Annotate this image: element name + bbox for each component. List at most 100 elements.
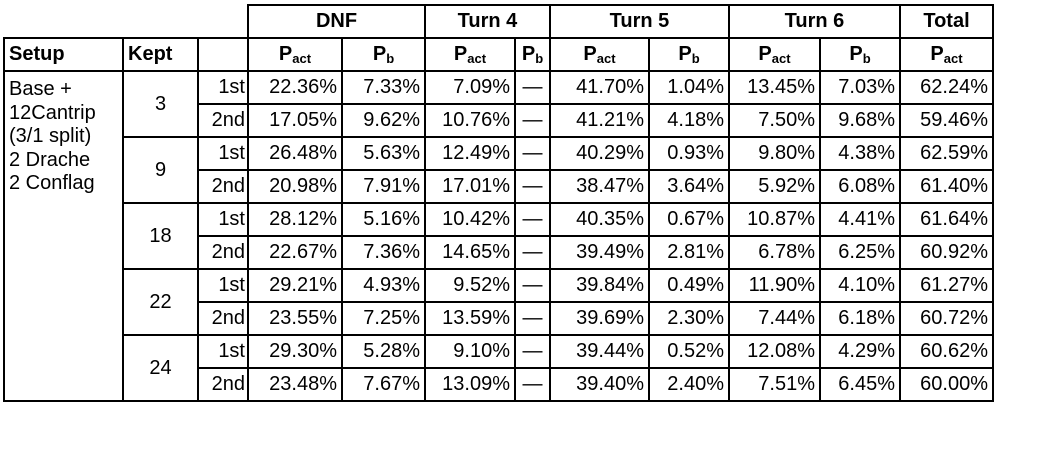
cell-t6-pb: 4.41% — [819, 202, 901, 237]
cell-t4-pb: — — [514, 70, 551, 105]
table-row: 2nd 20.98% 7.91% 17.01% —38.47% 3.64% 5.92% 6.0… — [4, 169, 994, 204]
cell-t6-pb: 6.08% — [819, 169, 901, 204]
column-header-row: Setup Kept Pact Pb Pact Pb Pact Pb Pact … — [3, 37, 994, 72]
cell-t4-pact: 10.76% — [424, 103, 516, 138]
cell-t5-pact: 39.44% — [549, 334, 650, 369]
cell-dnf-pact: 22.67% — [247, 235, 343, 270]
cell-order: 2nd — [197, 169, 249, 204]
cell-dnf-pb: 5.63% — [341, 136, 426, 171]
setup-line: 2 Conflag — [9, 172, 95, 194]
cell-t4-pb: — — [514, 268, 551, 303]
cell-total-pact: 60.62% — [899, 334, 994, 369]
group-header-dnf: DNF — [247, 4, 426, 39]
cell-total-pact: 61.64% — [899, 202, 994, 237]
cell-t4-pb: — — [514, 334, 551, 369]
table-row: 2nd 23.55% 7.25% 13.59% —39.69% 2.30% 7.44% 6.1… — [4, 301, 994, 336]
cell-t6-pb: 4.10% — [819, 268, 901, 303]
cell-t5-pact: 39.69% — [549, 301, 650, 336]
column-header-t4-pb: Pb — [514, 37, 551, 72]
cell-t4-pact: 14.65% — [424, 235, 516, 270]
cell-t4-pact: 9.10% — [424, 334, 516, 369]
group-header-total: Total — [899, 4, 994, 39]
cell-dnf-pact: 26.48% — [247, 136, 343, 171]
cell-t6-pb: 7.03% — [819, 70, 901, 105]
cell-t6-pact: 7.50% — [728, 103, 821, 138]
cell-dnf-pact: 28.12% — [247, 202, 343, 237]
cell-t5-pact: 41.70% — [549, 70, 650, 105]
cell-t6-pb: 9.68% — [819, 103, 901, 138]
cell-t4-pact: 12.49% — [424, 136, 516, 171]
cell-t4-pact: 13.09% — [424, 367, 516, 402]
cell-t4-pact: 10.42% — [424, 202, 516, 237]
table-row: 2nd 23.48% 7.67% 13.09% —39.40% 2.40% 7.51% 6.4… — [4, 367, 994, 402]
cell-total-pact: 61.27% — [899, 268, 994, 303]
cell-dnf-pact: 22.36% — [247, 70, 343, 105]
cell-order: 1st — [197, 268, 249, 303]
cell-t5-pb: 2.81% — [648, 235, 730, 270]
cell-t6-pb: 6.25% — [819, 235, 901, 270]
results-table: DNF Turn 4 Turn 5 Turn 6 Total Setup Kep… — [3, 4, 994, 402]
cell-dnf-pb: 7.36% — [341, 235, 426, 270]
cell-order: 1st — [197, 136, 249, 171]
cell-order: 2nd — [197, 103, 249, 138]
cell-total-pact: 60.92% — [899, 235, 994, 270]
cell-total-pact: 61.40% — [899, 169, 994, 204]
column-header-dnf-pact: Pact — [247, 37, 343, 72]
cell-order: 1st — [197, 70, 249, 105]
setup-line: 12Cantrip — [9, 101, 96, 124]
cell-dnf-pact: 17.05% — [247, 103, 343, 138]
cell-t6-pact: 5.92% — [728, 169, 821, 204]
kept-value: 22 — [122, 268, 199, 336]
cell-t5-pb: 0.52% — [648, 334, 730, 369]
kept-value: 18 — [122, 202, 199, 270]
group-header-turn5: Turn 5 — [549, 4, 730, 39]
cell-t5-pact: 40.35% — [549, 202, 650, 237]
kept-value: 3 — [122, 70, 199, 138]
cell-t5-pb: 3.64% — [648, 169, 730, 204]
cell-t4-pb: — — [514, 169, 551, 204]
cell-t6-pact: 10.87% — [728, 202, 821, 237]
cell-t5-pb: 1.04% — [648, 70, 730, 105]
cell-dnf-pb: 5.28% — [341, 334, 426, 369]
cell-t5-pb: 2.30% — [648, 301, 730, 336]
empty-corner — [123, 5, 198, 38]
cell-t6-pb: 4.29% — [819, 334, 901, 369]
empty-corner — [198, 5, 249, 38]
cell-t4-pact: 17.01% — [424, 169, 516, 204]
cell-total-pact: 62.24% — [899, 70, 994, 105]
cell-dnf-pact: 29.30% — [247, 334, 343, 369]
cell-t6-pb: 4.38% — [819, 136, 901, 171]
cell-t6-pact: 7.51% — [728, 367, 821, 402]
table-row: Base +12Cantrip (3/1 split) 2 Drache 2 Conf… — [3, 70, 994, 402]
cell-t5-pb: 0.93% — [648, 136, 730, 171]
cell-t4-pb: — — [514, 367, 551, 402]
cell-order: 2nd — [197, 301, 249, 336]
empty-corner — [4, 5, 123, 38]
cell-order: 1st — [197, 202, 249, 237]
cell-dnf-pb: 7.25% — [341, 301, 426, 336]
table-body: Base +12Cantrip (3/1 split) 2 Drache 2 Conf… — [3, 70, 994, 402]
column-header-t5-pb: Pb — [648, 37, 730, 72]
cell-t4-pb: — — [514, 301, 551, 336]
setup-line: Base + — [9, 78, 72, 100]
column-header-t6-pb: Pb — [819, 37, 901, 72]
table-row: 18 1st 28.12% 5.16% 10.42% —40.35% 0.67% 10.87%… — [4, 202, 994, 270]
column-header-total-pact: Pact — [899, 37, 994, 72]
setup-description: Base +12Cantrip (3/1 split) 2 Drache 2 Conf… — [3, 70, 124, 402]
cell-t6-pb: 6.45% — [819, 367, 901, 402]
group-header-turn6: Turn 6 — [728, 4, 901, 39]
kept-value: 9 — [122, 136, 199, 204]
cell-t4-pb: — — [514, 136, 551, 171]
cell-t4-pact: 7.09% — [424, 70, 516, 105]
cell-dnf-pb: 7.33% — [341, 70, 426, 105]
setup-line: (3/1 split) — [9, 125, 92, 147]
cell-t5-pb: 0.49% — [648, 268, 730, 303]
cell-t5-pact: 41.21% — [549, 103, 650, 138]
cell-t5-pact: 39.49% — [549, 235, 650, 270]
cell-t5-pact: 40.29% — [549, 136, 650, 171]
column-header-t6-pact: Pact — [728, 37, 821, 72]
cell-t4-pb: — — [514, 235, 551, 270]
table-row: 22 1st 29.21% 4.93% 9.52% —39.84% 0.49% 11.90% 4… — [4, 268, 994, 336]
cell-dnf-pb: 5.16% — [341, 202, 426, 237]
cell-t4-pb: — — [514, 103, 551, 138]
